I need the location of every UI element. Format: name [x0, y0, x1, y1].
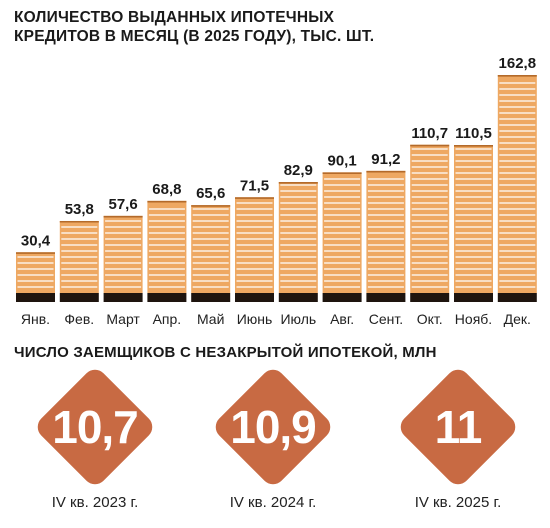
tick-label: Июль [280, 311, 316, 327]
bar [322, 172, 362, 302]
bar-fill [410, 144, 450, 293]
data-label: 30,4 [21, 232, 51, 249]
bar-base [278, 293, 318, 302]
bar-base [16, 293, 55, 302]
bar-fill [147, 200, 187, 293]
bar [497, 75, 537, 302]
bar-base [147, 293, 187, 302]
stat-2025: 11 IV кв. 2025 г. [393, 362, 523, 512]
bar-fill [191, 205, 231, 293]
bar-fill [497, 75, 537, 293]
bar [59, 220, 99, 302]
data-label: 162,8 [499, 55, 537, 72]
bar-base [59, 293, 99, 302]
data-label: 82,9 [284, 162, 313, 179]
data-label: 91,2 [371, 151, 400, 168]
tick-label: Май [197, 311, 224, 327]
tick-label: Нояб. [455, 311, 492, 327]
bar-fill [16, 252, 55, 293]
borrowers-section-title: ЧИСЛО ЗАЕМЩИКОВ С НЕЗАКРЫТОЙ ИПОТЕКОЙ, М… [14, 344, 437, 361]
bar-base [191, 293, 231, 302]
bar [103, 215, 143, 302]
tick-label: Окт. [417, 311, 443, 327]
data-label: 57,6 [108, 196, 137, 213]
chart-title: КОЛИЧЕСТВО ВЫДАННЫХ ИПОТЕЧНЫХ КРЕДИТОВ В… [14, 9, 375, 45]
bar-base [322, 293, 362, 302]
bar-base [366, 293, 406, 302]
tick-label: Апр. [153, 311, 182, 327]
stat-2023: 10,7 IV кв. 2023 г. [30, 362, 160, 512]
bar-chart: 30,4 Янв. 53,8 Фев. 57,6 Март 68,8 Апр. 65,6 Май 7… [16, 55, 537, 327]
bar-base [410, 293, 450, 302]
tick-label: Июнь [237, 311, 273, 327]
bar [278, 181, 318, 302]
data-label: 110,7 [411, 125, 448, 142]
tick-label: Сент. [369, 311, 403, 327]
bar [191, 205, 231, 302]
bar [366, 170, 406, 302]
tick-label: Фев. [64, 311, 94, 327]
data-label: 90,1 [327, 152, 356, 169]
data-label: 68,8 [152, 181, 181, 198]
bar [147, 200, 187, 302]
bar-fill [103, 215, 143, 293]
data-label: 110,5 [455, 125, 492, 142]
stat-caption: IV кв. 2023 г. [51, 494, 139, 511]
bar [235, 197, 274, 302]
stat-value: 10,9 [230, 401, 317, 453]
bar-fill [454, 145, 493, 293]
bar-base [454, 293, 493, 302]
stat-caption: IV кв. 2024 г. [229, 494, 317, 511]
tick-label: Дек. [504, 311, 531, 327]
bar-base [103, 293, 143, 302]
stat-2024: 10,9 IV кв. 2024 г. [208, 362, 338, 512]
tick-label: Март [106, 311, 140, 327]
bar-base [235, 293, 274, 302]
bar-base [497, 293, 537, 302]
bar [454, 145, 493, 302]
data-label: 53,8 [65, 201, 94, 218]
stat-value: 10,7 [52, 401, 139, 453]
stat-caption: IV кв. 2025 г. [414, 494, 502, 511]
data-label: 65,6 [196, 185, 225, 202]
data-label: 71,5 [240, 177, 269, 194]
bar [16, 252, 55, 302]
stat-value: 11 [434, 401, 483, 453]
bar-fill [278, 181, 318, 293]
tick-label: Янв. [21, 311, 50, 327]
tick-label: Авг. [330, 311, 354, 327]
bar [410, 144, 450, 302]
